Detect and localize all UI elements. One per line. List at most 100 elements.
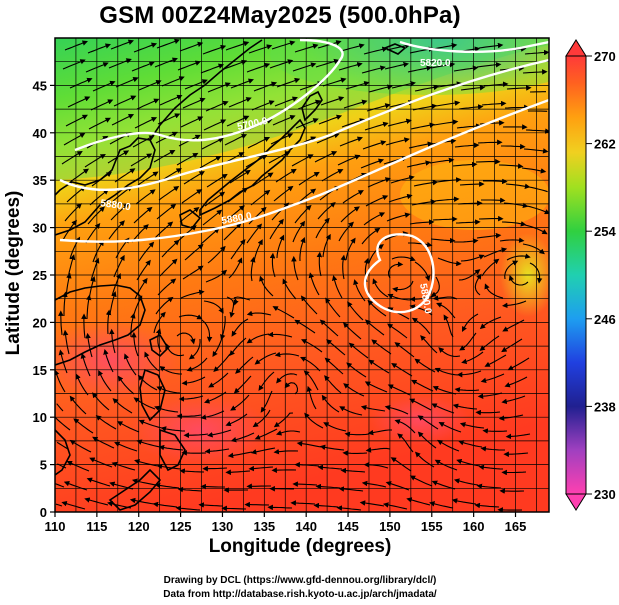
streamline xyxy=(391,256,416,262)
streamline xyxy=(56,403,64,412)
streamline xyxy=(62,291,68,316)
streamline xyxy=(391,81,416,89)
streamline xyxy=(227,451,253,459)
streamline xyxy=(251,100,275,111)
streamline xyxy=(353,279,366,302)
streamline xyxy=(321,394,340,413)
streamline xyxy=(253,81,278,92)
streamline xyxy=(348,342,369,359)
streamline xyxy=(340,467,366,474)
streamline xyxy=(274,96,298,107)
streamline xyxy=(183,432,209,438)
streamline xyxy=(68,168,90,184)
streamline xyxy=(434,459,458,471)
streamline xyxy=(340,43,365,52)
streamline xyxy=(313,502,339,509)
streamline xyxy=(522,243,545,255)
contour-upper xyxy=(399,40,549,53)
streamline xyxy=(282,278,297,300)
streamline xyxy=(178,395,204,402)
streamline xyxy=(113,95,137,107)
streamline xyxy=(200,410,225,420)
y-tick-label: 5 xyxy=(40,458,47,473)
streamline xyxy=(346,362,367,378)
streamline xyxy=(184,79,208,90)
streamline xyxy=(92,80,116,92)
streamline xyxy=(320,96,345,106)
colorbar-tick-label: 270 xyxy=(594,49,616,64)
streamline xyxy=(66,460,90,472)
streamline xyxy=(245,154,268,168)
streamline xyxy=(73,418,94,434)
streamline xyxy=(161,76,185,87)
contour-label: 5880.0 xyxy=(221,211,253,227)
streamline xyxy=(186,357,208,372)
x-tick-label: 165 xyxy=(505,519,527,534)
streamline xyxy=(301,339,323,353)
streamline xyxy=(157,113,181,125)
streamline xyxy=(345,80,370,90)
streamline xyxy=(388,193,413,203)
streamline xyxy=(235,356,254,374)
streamline xyxy=(114,441,138,452)
streamline xyxy=(269,252,276,278)
streamline xyxy=(409,295,435,302)
streamline xyxy=(165,342,185,357)
streamline xyxy=(115,77,139,88)
streamline xyxy=(300,356,321,372)
streamline xyxy=(199,155,222,169)
streamline xyxy=(483,178,508,185)
streamline xyxy=(55,369,66,393)
streamline xyxy=(343,99,368,109)
streamline xyxy=(325,297,341,318)
streamline xyxy=(451,498,477,505)
streamline xyxy=(414,261,431,282)
streamline xyxy=(179,41,204,52)
streamline xyxy=(461,313,479,333)
streamline xyxy=(502,319,525,332)
streamline xyxy=(409,219,435,225)
streamline xyxy=(331,275,343,299)
streamline xyxy=(340,254,346,280)
streamline xyxy=(135,189,156,205)
streamline xyxy=(89,189,109,206)
streamline xyxy=(433,119,459,126)
streamline xyxy=(360,405,386,412)
streamline xyxy=(529,262,543,284)
colorbar-tick-label: 238 xyxy=(594,399,616,414)
streamline xyxy=(175,505,201,512)
warm-region-3 xyxy=(370,395,470,445)
streamline xyxy=(230,394,250,411)
streamline xyxy=(272,306,295,319)
streamline xyxy=(434,367,459,376)
streamline xyxy=(134,117,158,129)
streamline xyxy=(324,357,344,375)
streamline xyxy=(223,222,242,241)
streamline xyxy=(315,217,330,239)
streamline xyxy=(319,319,339,337)
streamline xyxy=(204,391,227,404)
streamline xyxy=(81,313,87,339)
y-tick-label: 45 xyxy=(33,78,47,93)
streamline xyxy=(123,353,137,376)
streamline xyxy=(388,261,404,279)
streamline xyxy=(437,439,460,452)
streamline xyxy=(342,322,362,340)
streamline xyxy=(159,258,178,277)
streamline xyxy=(524,224,548,235)
streamline xyxy=(526,205,549,215)
streamline xyxy=(208,372,229,388)
streamline xyxy=(131,331,139,357)
streamline xyxy=(273,448,299,455)
streamline xyxy=(361,227,381,245)
colorbar-bar xyxy=(565,55,587,495)
streamline xyxy=(504,104,530,111)
colorbar-tick-label: 246 xyxy=(594,312,616,327)
streamline xyxy=(134,277,148,300)
streamline xyxy=(438,347,461,357)
streamline xyxy=(385,481,410,491)
streamline xyxy=(180,116,204,128)
streamline xyxy=(176,152,199,166)
y-tick-label: 0 xyxy=(40,505,47,520)
